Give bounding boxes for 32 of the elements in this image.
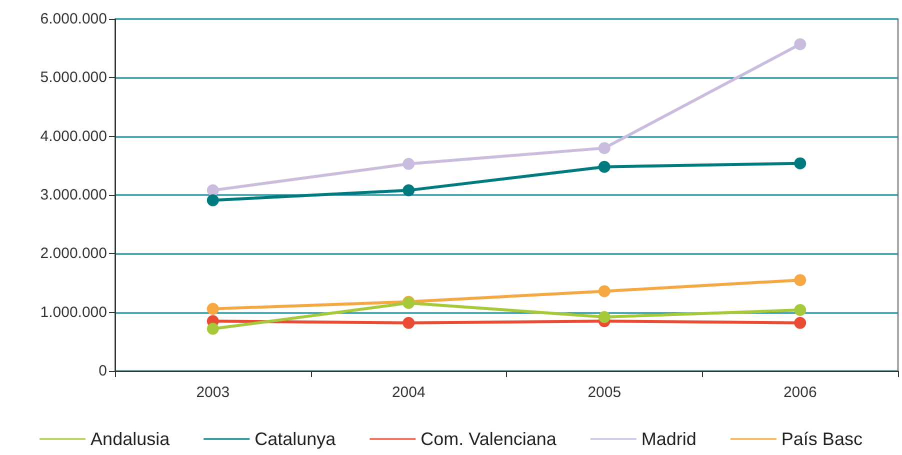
point <box>206 194 219 206</box>
y-tick-label: 3.000.000 <box>40 186 107 204</box>
x-tick-label: 2006 <box>783 384 817 401</box>
y-tick-label: 6.000.000 <box>40 10 107 28</box>
point <box>206 322 219 335</box>
legend-label: País Basc <box>781 429 862 449</box>
y-tick-label: 2.000.000 <box>40 245 107 262</box>
x-tick-label: 2004 <box>392 384 426 401</box>
legend-label: Com. Valenciana <box>420 429 558 449</box>
point <box>402 158 415 170</box>
x-tick-label: 2003 <box>196 384 230 401</box>
point <box>598 311 610 324</box>
y-tick-label: 4.000.000 <box>40 128 107 145</box>
point <box>794 157 806 170</box>
y-tick-label: 5.000.000 <box>40 69 107 86</box>
point <box>794 38 806 50</box>
point <box>206 302 219 315</box>
point <box>598 142 610 154</box>
point <box>206 184 219 196</box>
point <box>794 274 806 286</box>
legend-label: Catalunya <box>254 429 337 449</box>
point <box>794 304 806 316</box>
y-tick-label: 1.000.000 <box>40 304 107 321</box>
point <box>402 184 415 196</box>
legend-label: Madrid <box>641 429 696 449</box>
x-tick-label: 2005 <box>588 384 622 401</box>
point <box>794 316 806 329</box>
y-tick-label: 0 <box>98 362 107 380</box>
point <box>598 285 610 298</box>
point <box>598 160 610 173</box>
legend-label: Andalusia <box>90 429 171 449</box>
point <box>402 316 415 329</box>
